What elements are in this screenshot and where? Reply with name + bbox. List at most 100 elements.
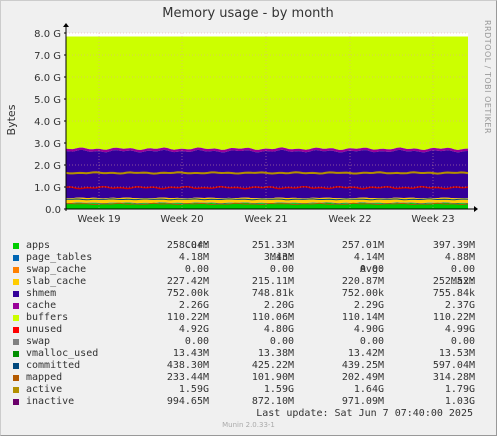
y-tick-label: 3.0 G — [34, 139, 61, 150]
legend-cur: 4.92G — [178, 324, 209, 335]
axes: 0.0 1.0 G 2.0 G 3.0 G 4.0 G 5.0 G 6.0 G 7.0 G 8.… — [34, 23, 478, 225]
x-tick-label: Week 20 — [160, 214, 203, 225]
legend-header: Cur: Min: Avg: Max: — [12, 228, 487, 287]
active-line — [65, 171, 469, 175]
legend-max: 755.84k — [432, 288, 475, 299]
legend-row-mapped: mapped 233.44M 101.90M 202.49M 314.28M — [12, 372, 487, 384]
x-axis-arrow — [474, 206, 478, 212]
legend-row-swap-cache: swap_cache 0.00 0.00 0.00 0.00 — [12, 264, 487, 276]
legend-cur: 0.00 — [184, 264, 209, 275]
legend-name: mapped — [26, 372, 63, 383]
y-tick-label: 6.0 G — [34, 73, 61, 84]
legend-cur: 4.18M — [178, 252, 209, 263]
legend-row-page-tables: page_tables 4.18M 3.43M 4.14M 4.88M — [12, 252, 487, 264]
legend-avg: 971.09M — [341, 396, 384, 407]
legend-swatch — [13, 375, 19, 381]
legend-row-active: active 1.59G 1.59G 1.64G 1.79G — [12, 384, 487, 396]
legend-swatch — [13, 399, 19, 405]
legend-avg: 110.14M — [341, 312, 384, 323]
legend-row-slab-cache: slab_cache 227.42M 215.11M 220.87M 252.52M — [12, 276, 487, 288]
legend-min: 872.10M — [251, 396, 294, 407]
x-tick-label: Week 19 — [77, 214, 120, 225]
legend-name: unused — [26, 324, 63, 335]
legend-min: 3.43M — [263, 252, 294, 263]
legend-min: 13.38M — [257, 348, 294, 359]
legend-row-vmalloc-used: vmalloc_used 13.43M 13.38M 13.42M 13.53M — [12, 348, 487, 360]
legend-cur: 233.44M — [166, 372, 209, 383]
legend-max: 110.22M — [432, 312, 475, 323]
chart-title: Memory usage - by month — [162, 6, 333, 21]
legend-name: active — [26, 384, 63, 395]
cache-area — [66, 149, 468, 199]
legend-cur: 752.00k — [166, 288, 209, 299]
y-tick-label: 2.0 G — [34, 161, 61, 172]
legend-max: 13.53M — [438, 348, 475, 359]
last-update: Last update: Sat Jun 7 07:40:00 2025 — [256, 408, 473, 419]
legend-max: 314.28M — [432, 372, 475, 383]
legend-avg: 2.29G — [353, 300, 384, 311]
legend-avg: 13.42M — [347, 348, 384, 359]
legend-swatch — [13, 315, 19, 321]
legend-max: 2.37G — [444, 300, 475, 311]
legend-cur: 1.59G — [178, 384, 209, 395]
legend-max: 252.52M — [432, 276, 475, 287]
legend-cur: 258.04M — [166, 240, 209, 251]
legend-name: page_tables — [26, 252, 93, 263]
legend-cur: 110.22M — [166, 312, 209, 323]
unused-area — [66, 36, 468, 150]
legend-max: 1.03G — [444, 396, 475, 407]
y-tick-label: 0.0 — [45, 205, 61, 216]
legend-avg: 0.00 — [359, 264, 384, 275]
legend-name: shmem — [26, 288, 57, 299]
legend-swatch — [13, 279, 19, 285]
legend-row-shmem: shmem 752.00k 748.81k 752.00k 755.84k — [12, 288, 487, 300]
legend-swatch — [13, 267, 19, 273]
legend-swatch — [13, 255, 19, 261]
col-min: Min: — [269, 252, 294, 263]
legend-max: 0.00 — [450, 264, 475, 275]
legend-swatch — [13, 351, 19, 357]
legend-min: 425.22M — [251, 360, 294, 371]
mapped-line — [65, 202, 469, 206]
legend-swatch — [13, 243, 19, 249]
legend-row-cache: cache 2.26G 2.20G 2.29G 2.37G — [12, 300, 487, 312]
legend-max: 4.88M — [444, 252, 475, 263]
legend-avg: 1.64G — [353, 384, 384, 395]
legend-swatch — [13, 327, 19, 333]
x-tick-label: Week 21 — [244, 214, 287, 225]
legend-avg: 202.49M — [341, 372, 384, 383]
legend-avg: 0.00 — [359, 336, 384, 347]
y-tick-label: 5.0 G — [34, 95, 61, 106]
munin-version: Munin 2.0.33-1 — [222, 421, 275, 429]
legend-min: 1.59G — [263, 384, 294, 395]
legend-name: swap — [26, 336, 51, 347]
legend-row-committed: committed 438.30M 425.22M 439.25M 597.04M — [12, 360, 487, 372]
legend-name: apps — [26, 240, 51, 251]
y-tick-label: 1.0 G — [34, 183, 61, 194]
legend-avg: 439.25M — [341, 360, 384, 371]
legend-swatch — [13, 303, 19, 309]
committed-line — [65, 198, 469, 201]
legend-max: 0.00 — [450, 336, 475, 347]
legend-max: 597.04M — [432, 360, 475, 371]
legend-swatch — [13, 387, 19, 393]
legend-row-buffers: buffers 110.22M 110.06M 110.14M 110.22M — [12, 312, 487, 324]
legend-name: swap_cache — [26, 264, 87, 275]
legend-min: 748.81k — [251, 288, 294, 299]
slab-cache-area — [66, 197, 468, 204]
col-max: Max: — [450, 276, 475, 287]
y-tick-label: 7.0 G — [34, 51, 61, 62]
legend-cur: 13.43M — [172, 348, 209, 359]
legend-row-unused: unused 4.92G 4.80G 4.90G 4.99G — [12, 324, 487, 336]
apps-area — [66, 202, 468, 209]
rrdtool-credit: RRDTOOL / TOBI OETIKER — [483, 20, 492, 134]
legend-max: 4.99G — [444, 324, 475, 335]
y-axis-label: Bytes — [5, 104, 18, 135]
legend-cur: 0.00 — [184, 336, 209, 347]
legend-min: 215.11M — [251, 276, 294, 287]
legend-table: Cur: Min: Avg: Max: apps 258.04M 251.33M 25… — [12, 228, 487, 408]
legend-max: 397.39M — [432, 240, 475, 251]
legend-min: 4.80G — [263, 324, 294, 335]
legend-name: vmalloc_used — [26, 348, 99, 359]
